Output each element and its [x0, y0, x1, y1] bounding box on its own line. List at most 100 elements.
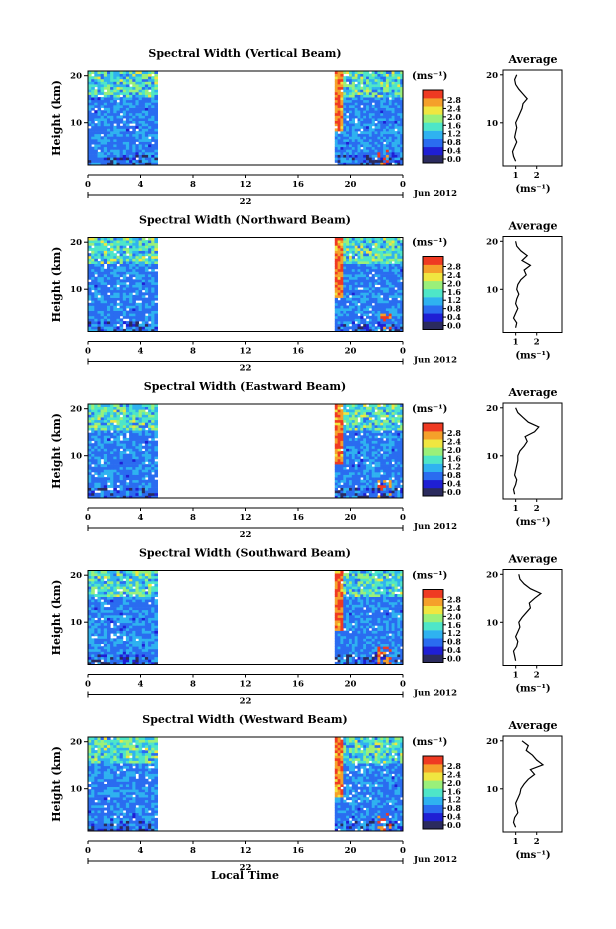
heatmap-cell [122, 464, 127, 468]
heatmap-cell [116, 131, 121, 135]
heatmap-cell [151, 308, 155, 311]
heatmap-cell [377, 118, 381, 121]
heatmap-cell [103, 313, 108, 317]
heatmap-cell [138, 263, 143, 267]
heatmap-cell [151, 326, 155, 330]
heatmap-cell [383, 464, 387, 468]
heatmap-cell [337, 120, 341, 124]
heatmap-cell [110, 102, 114, 106]
heatmap-cell [354, 253, 358, 257]
heatmap-cell [154, 427, 158, 431]
heatmap-cell [141, 261, 146, 264]
heatmap-cell [360, 292, 364, 296]
heatmap-cell [380, 427, 384, 431]
heatmap-cell [107, 326, 111, 330]
heatmap-cell [129, 308, 133, 311]
heatmap-cell [383, 448, 387, 452]
heatmap-cell [385, 276, 390, 280]
heatmap-cell [360, 443, 364, 447]
average-frame [502, 402, 563, 500]
heatmap-cell [103, 125, 108, 129]
heatmap-cell [103, 427, 108, 431]
heatmap-cell [135, 281, 139, 285]
heatmap-cell [357, 268, 361, 272]
heatmap-cell [337, 461, 341, 465]
y-tick-label: 20 [70, 405, 82, 415]
heatmap-cell [391, 107, 395, 111]
heatmap-cell [151, 448, 155, 452]
heatmap-cell [119, 107, 124, 111]
heatmap-cell [360, 99, 364, 103]
heatmap-cell [400, 310, 404, 314]
heatmap-cell [374, 300, 378, 304]
heatmap-cell [113, 477, 117, 481]
heatmap-cell [377, 294, 381, 298]
heatmap-cell [388, 458, 392, 462]
heatmap-cell [380, 479, 384, 483]
heatmap-cell [337, 411, 341, 415]
heatmap-cell [397, 445, 401, 449]
heatmap-cell [151, 300, 155, 304]
heatmap-cell [349, 268, 353, 272]
heatmap-cell [363, 323, 367, 327]
heatmap-cell [122, 315, 127, 319]
heatmap-cell [349, 464, 353, 468]
heatmap-cell [354, 281, 358, 285]
heatmap-cell [340, 250, 344, 254]
heatmap-cell [368, 250, 373, 254]
heatmap-cell [116, 474, 121, 478]
heatmap-cell [374, 268, 378, 272]
heatmap-cell [357, 495, 361, 499]
heatmap-cell [113, 107, 117, 111]
heatmap-cell [91, 247, 95, 251]
heatmap-cell [94, 99, 98, 103]
heatmap-cell [337, 315, 341, 319]
heatmap-cell [110, 138, 114, 142]
heatmap-cell [374, 154, 378, 158]
heatmap-cell [349, 435, 353, 439]
heatmap-cell [151, 422, 155, 426]
heatmap-cell [360, 422, 364, 426]
heatmap-cell [357, 125, 361, 129]
heatmap-cell [138, 250, 143, 254]
heatmap-cell [141, 461, 146, 465]
heatmap-cell [88, 294, 92, 298]
heatmap-cell [377, 437, 381, 441]
heatmap-cell [119, 477, 124, 481]
heatmap-cell [351, 464, 355, 468]
heatmap-cell [148, 144, 152, 148]
heatmap-cell [394, 404, 398, 407]
heatmap-cell [110, 250, 114, 254]
heatmap-cell [88, 118, 92, 121]
heatmap-cell [107, 411, 111, 415]
heatmap-cell [97, 255, 102, 259]
colorbar-band [423, 431, 443, 440]
heatmap-cell [107, 258, 111, 262]
heatmap-cell [125, 490, 130, 494]
heatmap-cell [337, 308, 341, 311]
heatmap-cell [119, 445, 124, 449]
heatmap-cell [383, 271, 387, 275]
heatmap-cell [357, 99, 361, 103]
heatmap-cell [88, 136, 92, 140]
heatmap-cell [97, 477, 102, 481]
heatmap-cell [132, 414, 136, 418]
heatmap-cell [119, 125, 124, 129]
heatmap-cell [141, 159, 146, 163]
heatmap-cell [88, 432, 92, 436]
heatmap-cell [113, 271, 117, 275]
heatmap-cell [346, 261, 350, 264]
heatmap-cell [91, 404, 95, 407]
heatmap-cell [394, 300, 398, 304]
heatmap-cell [354, 104, 358, 108]
heatmap-cell [100, 437, 105, 441]
heatmap-cell [144, 445, 149, 449]
heatmap-cell [148, 149, 152, 153]
heatmap-cell [107, 268, 111, 272]
heatmap-cell [125, 495, 130, 499]
heatmap-cell [94, 469, 98, 473]
heatmap-cell [346, 292, 350, 296]
heatmap-cell [371, 404, 375, 407]
heatmap-cell [380, 240, 384, 244]
heatmap-cell [97, 318, 102, 322]
